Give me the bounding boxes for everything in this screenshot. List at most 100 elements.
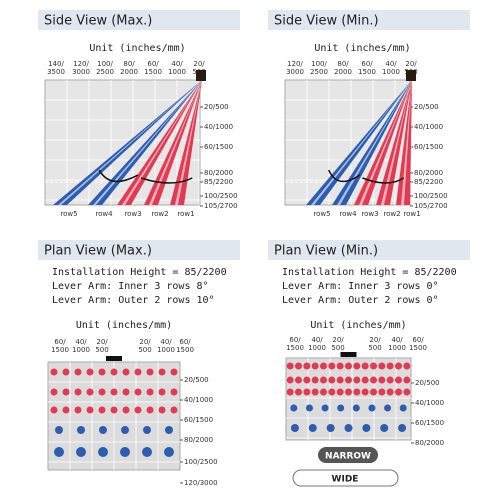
top-tick-label: 1000 xyxy=(72,346,90,354)
dot xyxy=(320,362,327,370)
panel-title: Side View (Max.) xyxy=(44,14,152,29)
dot xyxy=(170,406,178,414)
dot xyxy=(86,368,94,376)
dot xyxy=(50,368,58,376)
beam-stripe xyxy=(58,80,202,205)
dot xyxy=(158,368,166,376)
dot xyxy=(74,368,82,376)
dot xyxy=(320,376,327,384)
row-label: row1 xyxy=(177,210,194,218)
top-tick-label: 1000 xyxy=(168,68,186,76)
top-tick-label: 140/ xyxy=(48,60,64,68)
dot xyxy=(146,388,154,396)
beam-stripe xyxy=(381,80,412,205)
dot xyxy=(98,406,106,414)
dot xyxy=(308,424,317,432)
dot xyxy=(403,388,411,396)
top-tick-label: 20/ xyxy=(369,336,381,344)
dot xyxy=(305,404,313,412)
title-bar xyxy=(268,10,470,30)
panel-title: Side View (Min.) xyxy=(274,14,379,29)
row-label: row4 xyxy=(95,210,113,218)
top-tick-label: 120/ xyxy=(73,60,89,68)
beam-stripe xyxy=(359,80,412,205)
top-tick-label: 1000 xyxy=(382,68,400,76)
top-tick-label: 60/ xyxy=(147,60,159,68)
dot xyxy=(295,376,302,384)
right-tick-label: 40/1000 xyxy=(184,396,213,404)
dot xyxy=(361,376,369,384)
top-tick-label: 3000 xyxy=(286,68,304,76)
dot xyxy=(164,447,174,457)
right-tick-label: 85/2200 xyxy=(204,178,233,186)
top-tick-label: 500 xyxy=(368,344,381,352)
dot xyxy=(320,388,327,396)
top-tick-label: 40/ xyxy=(311,336,323,344)
dot xyxy=(403,376,411,384)
dot xyxy=(142,447,152,457)
arrow xyxy=(362,177,405,184)
top-tick-label: 100/ xyxy=(311,60,327,68)
dot xyxy=(328,388,336,396)
beam-stripe xyxy=(122,80,202,205)
button xyxy=(318,447,378,463)
right-tick-label: 105/2700 xyxy=(414,202,448,210)
dot xyxy=(76,447,86,457)
dot xyxy=(62,406,70,414)
top-tick-label: 20/ xyxy=(405,60,417,68)
dot xyxy=(290,424,299,432)
dot xyxy=(170,368,178,376)
panel-title: Plan View (Max.) xyxy=(44,244,152,259)
dot xyxy=(295,388,302,396)
top-tick-label: 1500 xyxy=(176,346,194,354)
top-tick-label: 40/ xyxy=(160,338,172,346)
top-tick-label: 60/ xyxy=(54,338,66,346)
dot xyxy=(303,388,311,396)
dot xyxy=(395,376,402,384)
dot xyxy=(290,404,298,412)
right-tick-label: 100/2500 xyxy=(204,192,238,200)
info-line: Lever Arm: Inner 3 rows 0° xyxy=(282,281,439,292)
top-tick-label: 20/ xyxy=(332,336,344,344)
info-line: Lever Arm: Outer 2 rows 0° xyxy=(282,295,439,306)
dot xyxy=(378,376,386,384)
dot xyxy=(158,388,166,396)
dot xyxy=(158,406,166,414)
row-label: row3 xyxy=(124,210,141,218)
dot xyxy=(395,388,402,396)
title-bar xyxy=(38,10,240,30)
dot xyxy=(368,404,376,412)
dot xyxy=(122,368,130,376)
right-tick-label: 80/2000 xyxy=(204,169,233,177)
dot xyxy=(286,376,294,384)
dot xyxy=(395,362,402,370)
dot xyxy=(165,426,173,434)
info-line: Lever Arm: Inner 3 rows 8° xyxy=(52,281,209,292)
top-tick-label: 3000 xyxy=(72,68,90,76)
panel-title: Plan View (Min.) xyxy=(274,244,378,259)
dot xyxy=(403,362,411,370)
right-tick-label: 85/2200 xyxy=(414,178,443,186)
beam xyxy=(354,80,412,205)
dot xyxy=(303,376,311,384)
dot xyxy=(98,368,106,376)
top-tick-label: 1500 xyxy=(144,68,162,76)
top-tick-label: 40/ xyxy=(385,60,397,68)
dot xyxy=(344,424,353,432)
top-tick-label: 20/ xyxy=(193,60,205,68)
right-tick-label: 40/1000 xyxy=(204,123,233,131)
dot xyxy=(326,424,335,432)
dot xyxy=(134,388,142,396)
dot xyxy=(98,447,108,457)
dot xyxy=(311,388,319,396)
dot xyxy=(370,376,377,384)
right-tick-label: 20/500 xyxy=(415,379,440,387)
top-tick-label: 500 xyxy=(331,344,344,352)
dot xyxy=(98,388,106,396)
dot xyxy=(352,404,360,412)
top-tick-label: 60/ xyxy=(179,338,191,346)
dot xyxy=(86,388,94,396)
top-tick-label: 1500 xyxy=(51,346,69,354)
row-label: row5 xyxy=(60,210,77,218)
sensor xyxy=(340,352,357,357)
